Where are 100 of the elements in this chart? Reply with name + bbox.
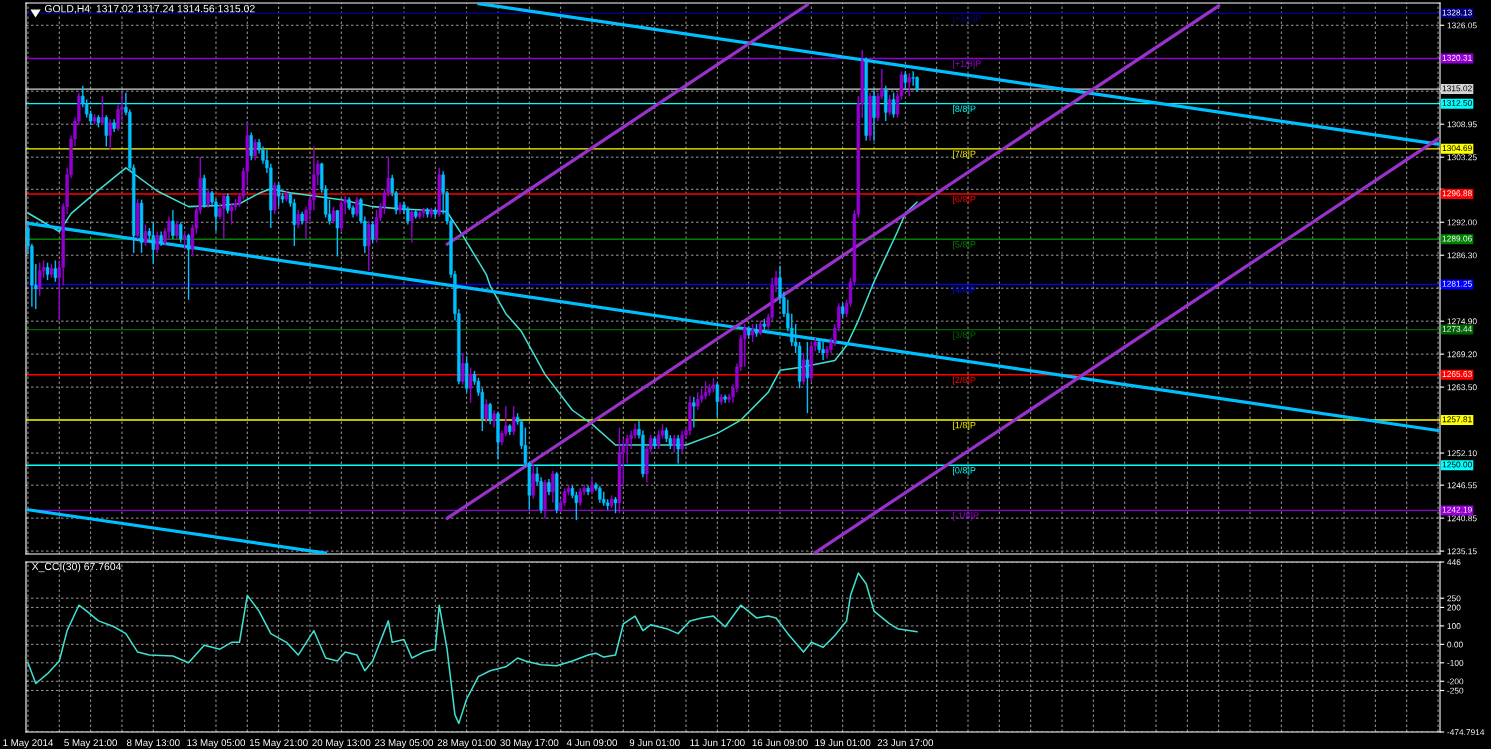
text: 1315.02 [1442, 85, 1472, 92]
candlestick [468, 366, 473, 404]
x-tick-label: 11 Jun 17:00 [690, 739, 745, 747]
candlestick [743, 323, 747, 368]
candlestick [676, 434, 680, 465]
y-tick-label: 200 [1447, 604, 1461, 611]
x-tick-label: 23 May 05:00 [375, 739, 434, 749]
ref-line-label: [5/8]P [952, 240, 976, 250]
ref-line-label: [+1/8]P [952, 60, 981, 69]
text: 1250.00 [1442, 461, 1472, 468]
candlestick [692, 396, 696, 429]
y-tick-label: 0.00 [1447, 641, 1463, 648]
x-tick-label: 13 May 05:00 [187, 739, 246, 749]
candlestick [891, 91, 896, 119]
candlestick [222, 192, 226, 240]
candlestick [461, 352, 465, 386]
x-tick-label: 23 Jun 17:00 [877, 739, 934, 747]
y-tick-label: 1308.95 [1447, 121, 1477, 128]
y-tick-label: 1292.00 [1447, 219, 1477, 226]
x-tick-label: 5 May 21:00 [64, 739, 117, 749]
candlestick [551, 470, 555, 504]
text: 1242.19 [1442, 506, 1472, 513]
text: 1296.88 [1442, 190, 1472, 197]
candlestick [884, 85, 888, 122]
y-tick-label: 1246.55 [1447, 482, 1477, 489]
candlestick [38, 262, 42, 297]
candlestick [911, 70, 915, 87]
ref-line-label: [+2/8]P [952, 14, 981, 24]
x-tick-label: 20 May 13:00 [312, 739, 371, 749]
y-tick-label: -250 [1447, 687, 1464, 694]
candlestick [179, 221, 183, 244]
candlestick [229, 202, 234, 226]
candlestick [143, 223, 148, 247]
y-tick-label: 1286.30 [1447, 252, 1477, 259]
ref-line-label: [7/8]P [952, 150, 976, 159]
text: 1304.69 [1442, 145, 1472, 152]
candlestick [367, 220, 371, 272]
x-tick-label: 16 Jun 09:00 [752, 739, 808, 747]
text: 1265.63 [1442, 371, 1472, 378]
text: 1328.13 [1442, 9, 1472, 16]
candlestick [186, 233, 191, 301]
candlestick [887, 94, 892, 116]
candlestick [680, 429, 684, 454]
candlestick [821, 341, 825, 361]
y-tick-label: 100 [1447, 623, 1461, 629]
candlestick [104, 114, 108, 148]
y-tick-label: 446 [1447, 559, 1461, 566]
candlestick [206, 188, 210, 209]
y-tick-label: -200 [1447, 678, 1464, 685]
line-series [27, 572, 918, 725]
x-tick-label: 30 May 17:00 [500, 739, 559, 749]
candlestick [531, 462, 535, 500]
x-tick-label: 9 Jun 01:00 [629, 739, 680, 747]
y-tick-label: 1326.05 [1447, 22, 1477, 29]
candlestick [488, 402, 492, 425]
y-tick-label: 250 [1447, 595, 1461, 602]
candlestick [108, 118, 112, 151]
text: 1312.50 [1442, 99, 1472, 106]
y-tick-label: 1274.90 [1447, 318, 1477, 325]
ref-line-label: [0/8]P [952, 466, 976, 476]
candlestick [100, 95, 105, 126]
text: 1289.06 [1442, 235, 1472, 242]
y-tick-label: 1252.10 [1447, 450, 1477, 457]
ref-line-label: [8/8]P [952, 105, 976, 114]
x-tick-label: 8 May 13:00 [126, 739, 180, 749]
y-tick-label: -474.7914 [1447, 729, 1485, 736]
ref-line-label: [2/8]P [952, 376, 976, 385]
candlestick [801, 352, 806, 386]
x-tick-label: 19 Jun 01:00 [815, 739, 871, 747]
text: 1320.31 [1442, 54, 1472, 61]
y-tick-label: -100 [1447, 660, 1464, 666]
y-tick-label: 1235.15 [1447, 548, 1477, 555]
text: 1281.25 [1442, 280, 1472, 287]
x-tick-label: 4 Jun 09:00 [566, 739, 618, 747]
text: 1273.44 [1442, 325, 1472, 332]
candlestick [335, 209, 340, 258]
x-tick-label: 15 May 21:00 [249, 739, 308, 749]
candlestick [53, 259, 58, 283]
ref-line-label: [-1/8]P [952, 512, 979, 521]
candlestick [155, 230, 159, 254]
ref-line-label: [4/8]P [952, 286, 976, 295]
candlestick [484, 398, 488, 424]
ref-line-label: [3/8]P [952, 331, 976, 340]
candlestick [805, 341, 810, 414]
candlestick [226, 192, 230, 215]
ref-line-label: [6/8]P [952, 195, 976, 205]
chart-title: GOLD,H4 1317.02 1317.24 1314.56 1315.02 [44, 4, 255, 14]
ref-line-label: [1/8]P [952, 421, 976, 431]
y-tick-label: 1269.20 [1447, 351, 1477, 358]
candlestick [253, 138, 257, 162]
candlestick [171, 209, 175, 240]
y-tick-label: 1240.85 [1447, 515, 1477, 522]
x-tick-label: 28 May 01:00 [437, 739, 496, 749]
candlestick [249, 131, 253, 162]
text: 1257.81 [1442, 416, 1472, 423]
y-tick-label: 1303.25 [1447, 154, 1477, 161]
chart-title: X_CCI(30) 67.7604 [31, 562, 122, 573]
candlestick [907, 72, 911, 97]
candlestick [355, 196, 359, 218]
candlestick [410, 209, 414, 244]
